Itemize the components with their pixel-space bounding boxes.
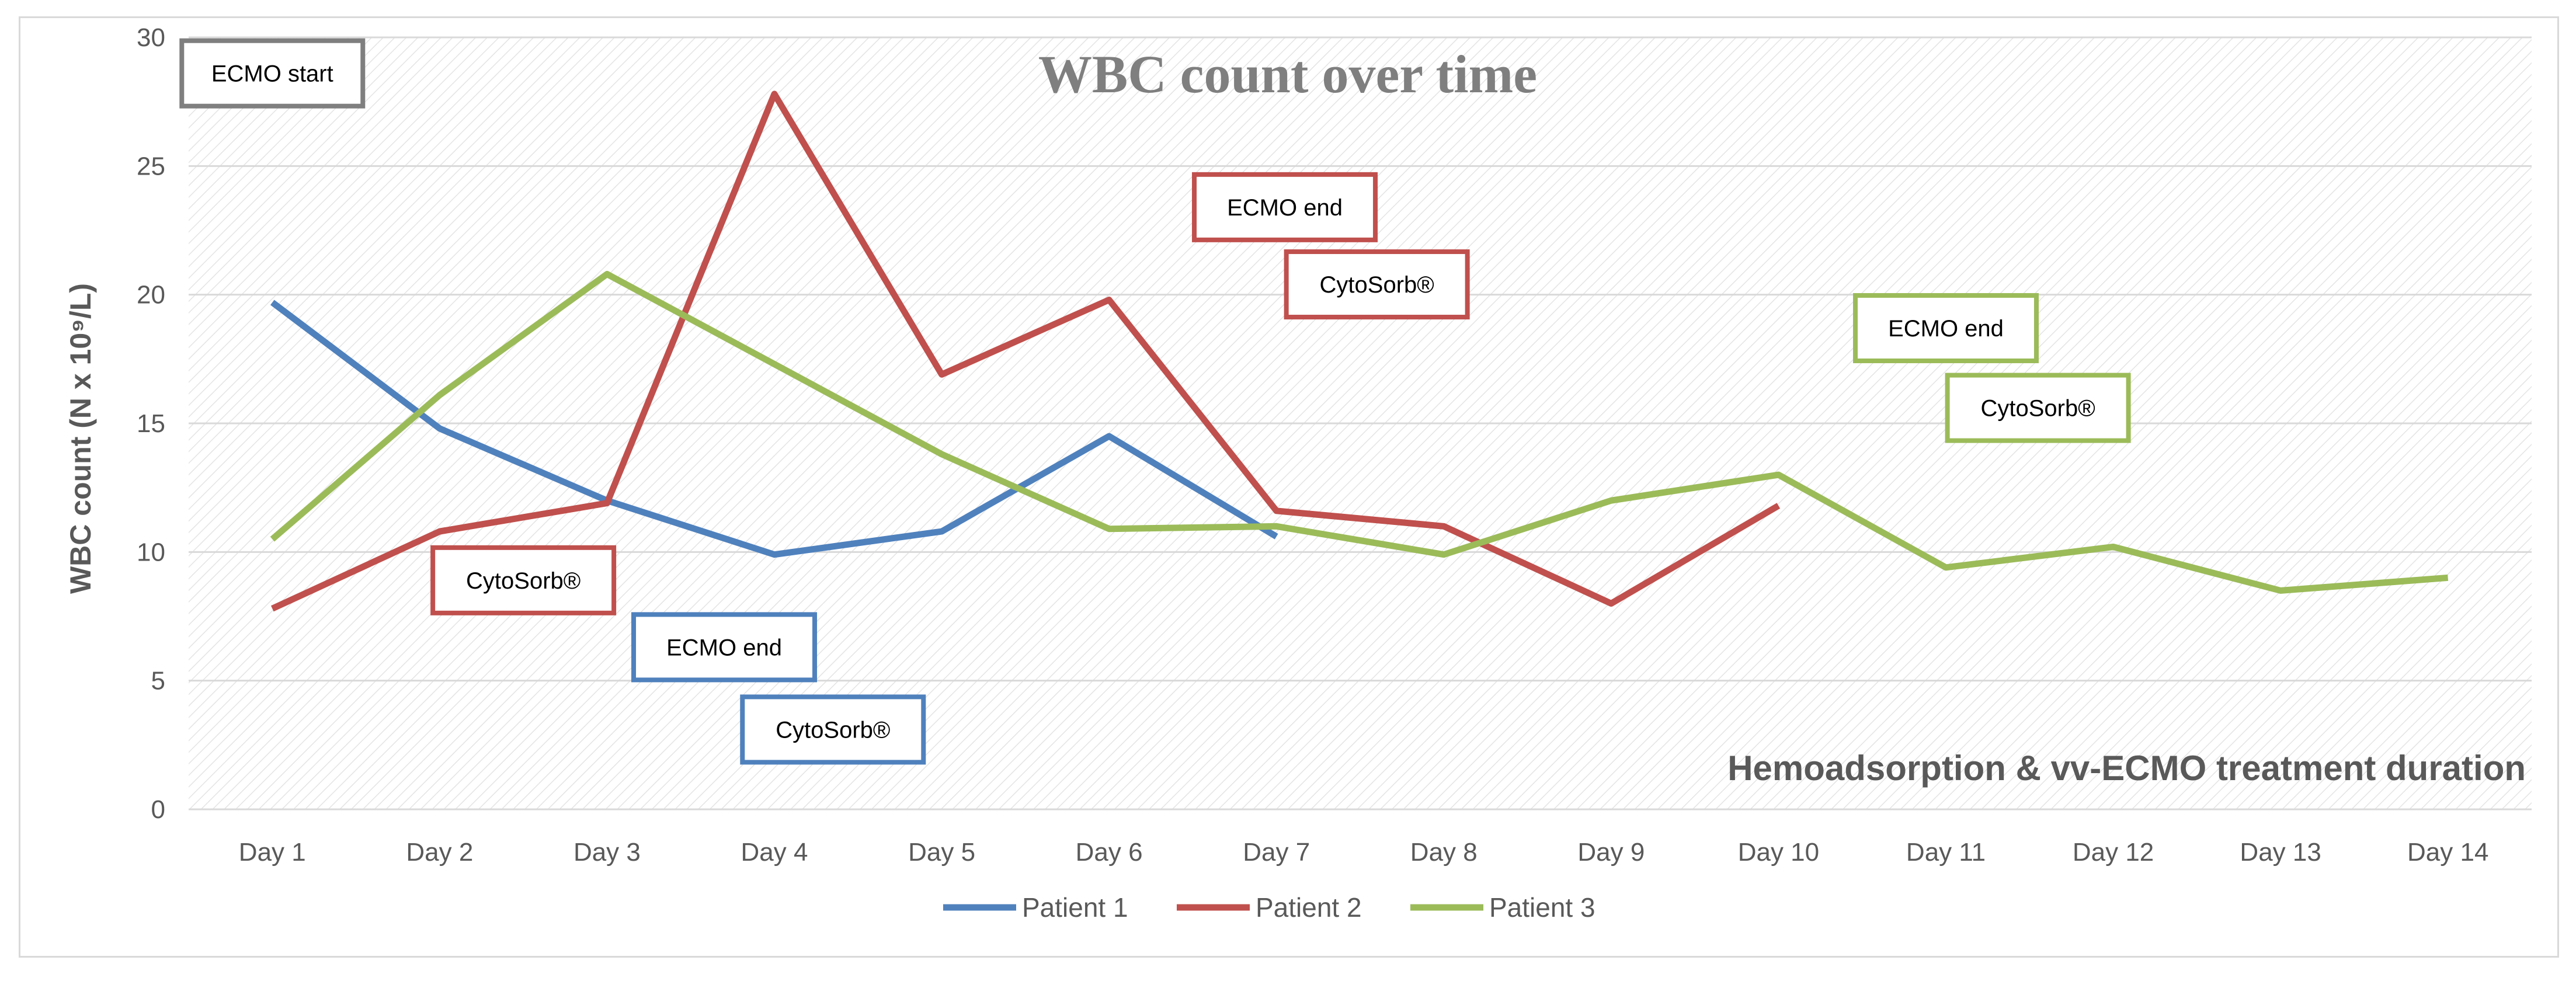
annotation-label: CytoSorb® bbox=[1981, 396, 2095, 422]
annotation-label: ECMO end bbox=[666, 635, 782, 660]
annotation-label: ECMO start bbox=[211, 61, 333, 87]
legend-item: Patient 1 bbox=[943, 892, 1128, 923]
x-tick-label: Day 11 bbox=[1906, 838, 1986, 867]
legend-label: Patient 1 bbox=[1022, 892, 1128, 923]
y-tick-label: 10 bbox=[137, 538, 165, 566]
y-tick-label: 30 bbox=[137, 23, 165, 52]
y-tick-label: 0 bbox=[151, 795, 165, 824]
line-chart: 0 5 10 15 20 25 30 Day 1 Day 2 Day 3 Day 4 Day 5 Day… bbox=[64, 23, 2532, 923]
x-tick-label: Day 10 bbox=[1738, 838, 1819, 867]
x-tick-label: Day 5 bbox=[908, 838, 975, 867]
annotation-label: CytoSorb® bbox=[1320, 272, 1434, 298]
chart-subtitle: Hemoadsorption & vv-ECMO treatment durat… bbox=[1727, 749, 2526, 788]
y-tick-label: 15 bbox=[137, 409, 165, 438]
legend-item: Patient 3 bbox=[1410, 892, 1595, 923]
annotation-frame bbox=[1192, 172, 1378, 242]
annotation-frame bbox=[1284, 249, 1470, 320]
annotation-box: ECMO start bbox=[179, 38, 366, 109]
annotation-label: ECMO end bbox=[1227, 195, 1343, 221]
annotation-box: CytoSorb® bbox=[430, 545, 617, 615]
x-tick-label: Day 4 bbox=[741, 838, 808, 867]
x-tick-label: Day 7 bbox=[1243, 838, 1310, 867]
annotation-box: ECMO end bbox=[1853, 293, 2039, 363]
x-tick-label: Day 3 bbox=[573, 838, 641, 867]
annotation-box: ECMO end bbox=[631, 612, 818, 683]
y-tick-label: 25 bbox=[137, 152, 165, 180]
annotation-label: CytoSorb® bbox=[776, 717, 890, 743]
x-tick-label: Day 2 bbox=[406, 838, 473, 867]
chart-title: WBC count over time bbox=[1038, 44, 1537, 104]
annotation-label: CytoSorb® bbox=[466, 568, 580, 594]
y-axis-title: WBC count (N x 10⁹/L) bbox=[64, 283, 97, 594]
annotation-frame bbox=[740, 694, 926, 765]
annotation-box: ECMO end bbox=[1192, 172, 1378, 242]
y-tick-label: 20 bbox=[137, 281, 165, 309]
annotation-frame bbox=[631, 612, 818, 683]
legend-item: Patient 2 bbox=[1177, 892, 1362, 923]
annotation-box: CytoSorb® bbox=[1284, 249, 1470, 320]
x-tick-label: Day 14 bbox=[2407, 838, 2488, 867]
x-tick-label: Day 8 bbox=[1410, 838, 1478, 867]
annotation-frame bbox=[179, 38, 366, 109]
annotation-frame bbox=[1945, 373, 2131, 443]
series-line-patient-1 bbox=[270, 300, 1278, 558]
legend-label: Patient 2 bbox=[1256, 892, 1362, 923]
y-tick-label: 5 bbox=[151, 667, 165, 695]
x-tick-label: Day 12 bbox=[2073, 838, 2154, 867]
annotation-box: CytoSorb® bbox=[1945, 373, 2131, 443]
x-tick-label: Day 9 bbox=[1577, 838, 1645, 867]
annotation-label: ECMO end bbox=[1888, 316, 2004, 342]
annotation-frame bbox=[430, 545, 617, 615]
x-tick-label: Day 1 bbox=[239, 838, 306, 867]
chart-frame: 0 5 10 15 20 25 30 Day 1 Day 2 Day 3 Day 4 Day 5 Day… bbox=[19, 16, 2559, 958]
x-tick-label: Day 6 bbox=[1076, 838, 1143, 867]
legend-label: Patient 3 bbox=[1489, 892, 1595, 923]
x-tick-label: Day 13 bbox=[2240, 838, 2321, 867]
series-line-patient-2 bbox=[270, 91, 1781, 612]
annotation-frame bbox=[1853, 293, 2039, 363]
annotation-box: CytoSorb® bbox=[740, 694, 926, 765]
series-line-patient-3 bbox=[270, 270, 2449, 594]
